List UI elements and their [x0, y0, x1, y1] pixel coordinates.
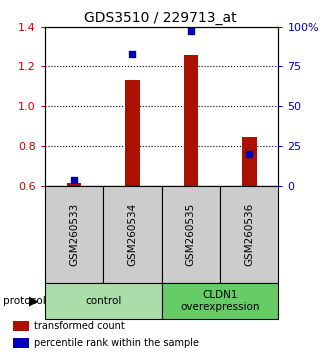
- Point: [247, 151, 252, 157]
- Bar: [220, 186, 278, 283]
- Text: control: control: [85, 296, 121, 306]
- Bar: [45, 283, 162, 319]
- Point: [71, 177, 76, 183]
- Text: protocol: protocol: [3, 296, 46, 306]
- Point: [188, 29, 193, 34]
- Bar: [12, 321, 29, 331]
- Bar: [125, 80, 140, 186]
- Bar: [162, 186, 220, 283]
- Text: percentile rank within the sample: percentile rank within the sample: [34, 338, 199, 348]
- Bar: [242, 137, 257, 186]
- Text: ▶: ▶: [29, 295, 38, 307]
- Text: GDS3510 / 229713_at: GDS3510 / 229713_at: [84, 11, 236, 25]
- Bar: [67, 183, 81, 186]
- Point: [130, 51, 135, 57]
- Text: GSM260533: GSM260533: [69, 203, 79, 266]
- Bar: [103, 186, 162, 283]
- Text: GSM260535: GSM260535: [186, 203, 196, 266]
- Text: GSM260536: GSM260536: [244, 203, 254, 266]
- Bar: [45, 186, 103, 283]
- Bar: [12, 338, 29, 348]
- Text: GSM260534: GSM260534: [127, 203, 137, 266]
- Bar: [162, 283, 278, 319]
- Text: CLDN1
overexpression: CLDN1 overexpression: [180, 290, 260, 312]
- Text: transformed count: transformed count: [34, 321, 125, 331]
- Bar: [183, 56, 198, 186]
